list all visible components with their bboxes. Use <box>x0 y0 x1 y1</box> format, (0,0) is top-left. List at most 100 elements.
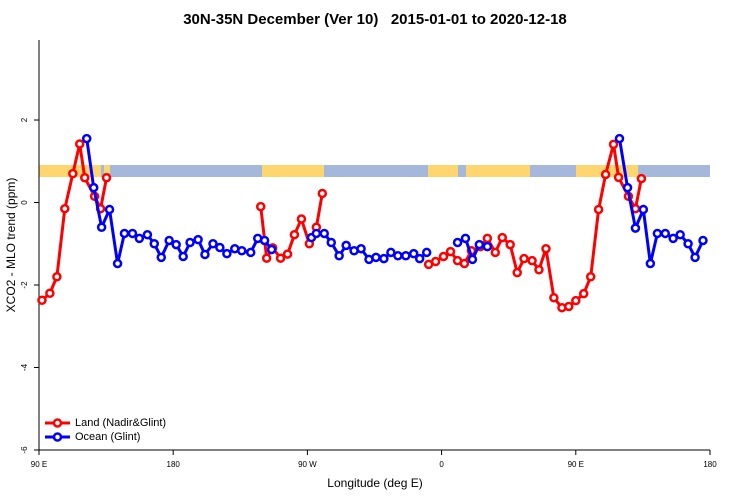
land-strip <box>104 165 110 173</box>
data-point <box>527 255 537 266</box>
data-point <box>74 139 85 149</box>
data-point <box>68 168 78 179</box>
data-point <box>438 251 449 262</box>
data-point <box>421 247 432 258</box>
data-point <box>52 272 62 282</box>
data-point <box>600 169 611 180</box>
data-point <box>255 201 266 212</box>
data-point <box>326 237 337 248</box>
data-point <box>37 295 47 306</box>
data-point <box>505 239 515 250</box>
data-point <box>96 222 107 233</box>
data-point <box>149 239 160 249</box>
y-tick-label: -6 <box>20 446 29 454</box>
data-point <box>608 139 619 150</box>
x-tick-label: 90 E <box>568 460 584 469</box>
data-point <box>164 235 174 246</box>
data-point <box>512 267 522 278</box>
data-point <box>622 182 633 193</box>
data-point <box>275 253 286 263</box>
data-point <box>245 247 256 258</box>
data-point <box>311 228 322 239</box>
legend-marker <box>52 432 63 442</box>
land-strip <box>428 165 458 177</box>
data-point <box>341 240 351 251</box>
data-point <box>289 229 300 240</box>
x-tick-label: 90 E <box>31 460 47 469</box>
data-point <box>401 250 411 261</box>
x-tick-label: 180 <box>703 460 717 469</box>
data-point <box>80 173 90 183</box>
data-point <box>379 253 389 264</box>
data-point <box>490 247 501 258</box>
data-point <box>386 247 396 258</box>
data-point <box>208 239 218 249</box>
data-point <box>112 258 123 269</box>
legend-label: Land (Nadir&Glint) <box>75 417 166 429</box>
data-point <box>564 301 574 312</box>
data-point <box>222 248 232 259</box>
data-point <box>482 233 493 244</box>
data-point <box>414 253 425 264</box>
data-point <box>636 173 647 184</box>
x-axis-label: Longitude (deg E) <box>327 476 422 490</box>
land-strip <box>262 165 324 177</box>
data-point <box>296 214 307 224</box>
data-point <box>613 172 624 183</box>
data-point <box>88 182 99 193</box>
data-point <box>127 228 138 239</box>
data-point <box>467 254 478 265</box>
data-point <box>81 133 92 144</box>
data-point <box>578 288 589 299</box>
data-point <box>459 258 470 269</box>
data-point <box>178 251 188 262</box>
data-point <box>101 173 112 183</box>
data-point <box>534 264 544 275</box>
data-point <box>593 204 604 215</box>
data-point <box>119 228 130 239</box>
data-point <box>104 204 115 215</box>
data-point <box>645 258 656 269</box>
data-point <box>652 228 663 239</box>
y-tick-label: -4 <box>20 363 29 371</box>
x-tick-label: 180 <box>167 460 181 469</box>
data-point <box>614 133 625 144</box>
data-point <box>474 239 485 250</box>
data-point <box>571 295 581 306</box>
data-point <box>698 235 708 246</box>
data-point <box>215 242 225 253</box>
data-point <box>334 250 344 261</box>
data-point <box>371 252 381 263</box>
data-point <box>319 228 329 239</box>
data-point <box>519 253 529 264</box>
data-point <box>585 272 596 282</box>
data-point <box>45 288 55 299</box>
data-point <box>237 246 247 256</box>
data-point <box>356 243 366 254</box>
data-point <box>668 233 678 244</box>
x-tick-label: 0 <box>439 460 444 469</box>
data-point <box>430 256 441 267</box>
ocean-strip <box>39 165 710 177</box>
data-point <box>460 233 471 244</box>
data-point <box>452 237 463 248</box>
data-point <box>193 234 203 245</box>
land-strip <box>466 165 530 177</box>
data-point <box>445 246 456 257</box>
data-point <box>393 250 403 261</box>
data-point <box>541 243 551 254</box>
data-point <box>259 235 270 246</box>
data-point <box>549 293 559 303</box>
data-point <box>638 204 649 215</box>
data-point <box>185 237 195 248</box>
data-point <box>683 239 693 249</box>
legend-label: Ocean (Glint) <box>75 431 140 443</box>
data-point <box>660 228 671 239</box>
legend-marker <box>52 418 63 428</box>
data-point <box>690 252 700 263</box>
data-point <box>630 223 641 233</box>
data-point <box>142 229 153 240</box>
data-point <box>261 253 272 263</box>
data-point <box>317 188 328 199</box>
